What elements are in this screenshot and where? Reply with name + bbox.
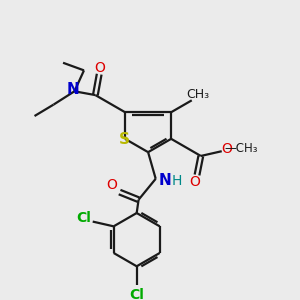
Text: O: O bbox=[94, 61, 105, 74]
Text: Cl: Cl bbox=[76, 211, 91, 225]
Text: Cl: Cl bbox=[129, 288, 144, 300]
Text: N: N bbox=[159, 173, 172, 188]
Text: CH₃: CH₃ bbox=[186, 88, 209, 101]
Text: O: O bbox=[190, 175, 200, 189]
Text: —CH₃: —CH₃ bbox=[224, 142, 257, 155]
Text: S: S bbox=[118, 132, 130, 147]
Text: O: O bbox=[106, 178, 117, 192]
Text: O: O bbox=[221, 142, 232, 156]
Text: N: N bbox=[66, 82, 79, 97]
Text: H: H bbox=[171, 174, 182, 188]
